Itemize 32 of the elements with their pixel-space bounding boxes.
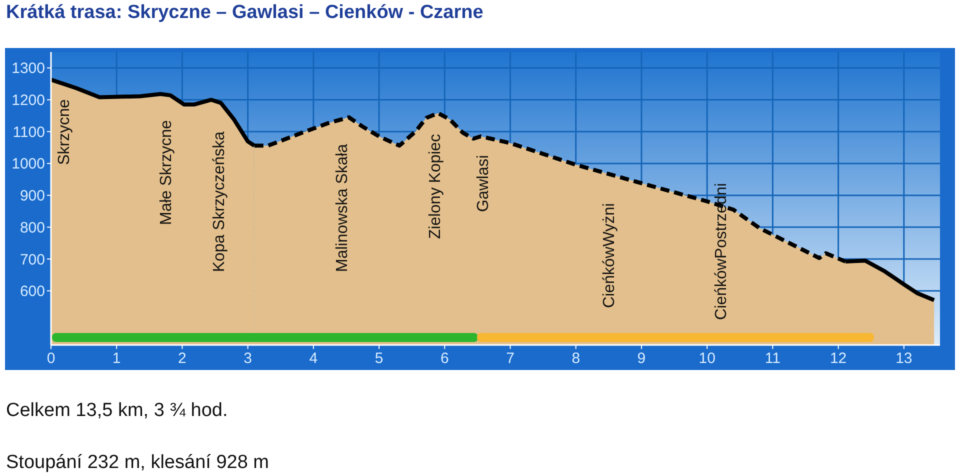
x-tick-label: 8 [572, 350, 580, 367]
annotation: Kopa Skrzyczeńska [211, 131, 228, 272]
chart-title: Krátká trasa: Skryczne – Gawlasi – Cienków - Czarne [6, 2, 484, 23]
text: Celkem 13,5 km, 3 ¾ hod. [6, 400, 228, 421]
y-tick-label: 1000 [12, 156, 45, 173]
annotation: Małe Skrzycne [158, 120, 175, 225]
x-tick-label: 11 [764, 350, 780, 367]
x-tick-label: 1 [112, 350, 121, 367]
annotation: Malinowska Skała [334, 144, 351, 272]
y-tick-label: 1100 [12, 124, 45, 141]
text: Stoupání 232 m, klesání 928 m [6, 452, 269, 473]
y-tick-label: 600 [20, 283, 45, 300]
x-tick-label: 6 [440, 350, 449, 367]
y-tick-label: 900 [20, 188, 45, 205]
x-tick-label: 3 [244, 350, 252, 367]
annotation: Zielony Kopiec [427, 134, 444, 239]
x-tick-label: 12 [830, 350, 847, 367]
y-tick-label: 700 [20, 251, 45, 268]
x-tick-label: 5 [374, 350, 384, 367]
annotation: CieńkówWyżni [601, 203, 618, 308]
annotation: Gawlasi [475, 155, 492, 212]
x-tick-label: 4 [309, 350, 318, 367]
x-tick-label: 2 [178, 350, 186, 367]
x-tick-label: 10 [698, 350, 716, 367]
x-tick-label: 13 [896, 350, 912, 367]
x-tick-label: 7 [506, 350, 514, 367]
x-tick-label: 0 [46, 350, 56, 367]
y-tick-label: 1200 [12, 92, 45, 110]
annotation: Skrzycne [56, 99, 73, 165]
x-tick-label: 9 [637, 350, 646, 367]
y-tick-label: 1300 [12, 60, 45, 78]
y-tick-label: 800 [20, 219, 45, 236]
